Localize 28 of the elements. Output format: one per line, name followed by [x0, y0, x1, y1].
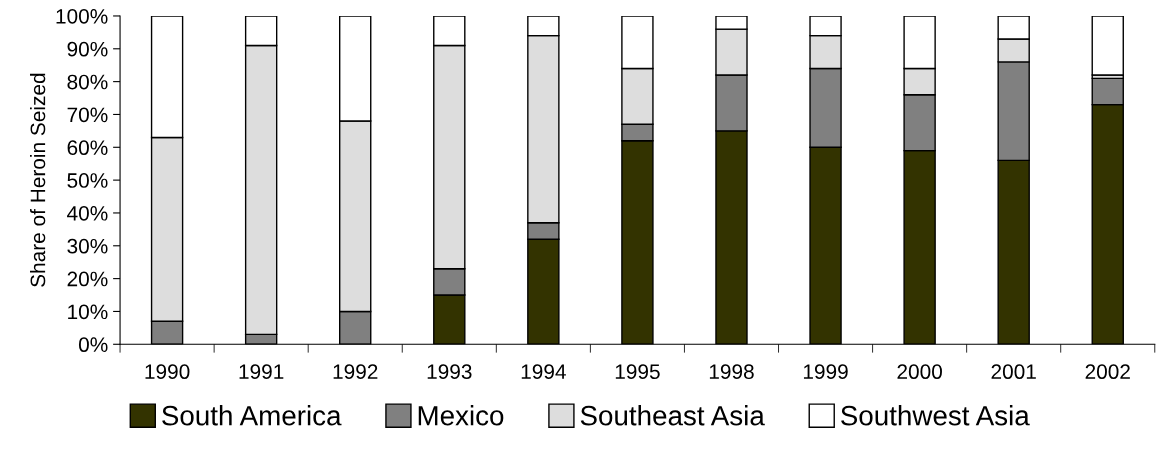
- legend-label: Mexico: [418, 405, 504, 426]
- legend-label: South America: [162, 405, 342, 426]
- x-tick-label: 1998: [709, 364, 754, 380]
- y-tick-label: 60%: [67, 140, 108, 156]
- legend-label: Southeast Asia: [580, 405, 765, 426]
- x-tick-label: 2001: [991, 364, 1036, 380]
- y-tick-label: 80%: [67, 74, 108, 90]
- y-tick-label: 30%: [67, 238, 108, 254]
- x-tick-label: 1993: [427, 364, 472, 380]
- x-tick-label: 1992: [333, 364, 378, 380]
- x-tick-label: 1990: [145, 364, 190, 380]
- y-tick-label: 0%: [78, 337, 108, 353]
- x-tick-label: 1994: [521, 364, 566, 380]
- x-tick-label: 2002: [1085, 364, 1130, 380]
- x-tick-label: 1995: [615, 364, 660, 380]
- y-tick-label: 10%: [68, 304, 108, 320]
- y-tick-label: 40%: [67, 205, 108, 221]
- x-tick-label: 1999: [803, 364, 848, 380]
- x-tick-label: 2000: [897, 364, 942, 380]
- y-axis-title: Share of Heroin Seized: [30, 73, 46, 287]
- y-tick-label: 20%: [67, 271, 108, 287]
- x-tick-label: 1991: [239, 364, 284, 380]
- y-tick-label: 50%: [67, 173, 108, 188]
- bar: [1091, 15, 1124, 76]
- y-tick-label: 90%: [67, 41, 108, 57]
- y-tick-label: 70%: [67, 107, 108, 123]
- y-tick-label: 100%: [56, 8, 108, 24]
- legend-label: Southwest Asia: [841, 405, 1030, 426]
